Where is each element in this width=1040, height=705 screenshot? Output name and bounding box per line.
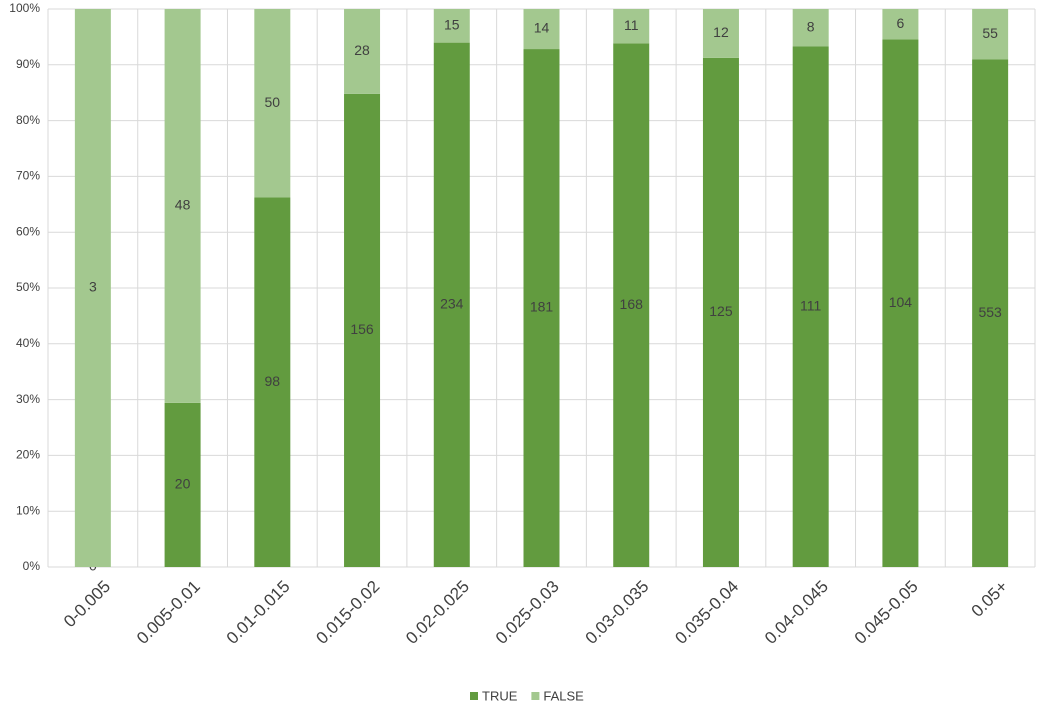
data-label: 48 [175, 197, 191, 213]
bar-segment [882, 39, 919, 568]
bar-segment [972, 9, 1009, 60]
bar-segment [433, 42, 470, 568]
data-label: 111 [800, 297, 821, 313]
data-label: 12 [713, 24, 729, 40]
y-tick-label: 0% [23, 559, 41, 573]
bar-segment [344, 93, 381, 568]
x-tick-label: 0.04-0.045 [761, 577, 832, 648]
x-tick-label: 0.035-0.04 [671, 577, 742, 648]
bar-segment [702, 57, 739, 567]
y-tick-label: 20% [16, 448, 40, 462]
data-label: 156 [350, 321, 374, 337]
data-label: 168 [620, 296, 644, 312]
y-tick-label: 80% [16, 113, 40, 127]
data-label: 28 [354, 42, 370, 58]
x-tick-label: 0.025-0.03 [492, 577, 563, 648]
bar-segment [433, 9, 470, 43]
x-tick-label: 0.01-0.015 [223, 577, 294, 648]
y-tick-label: 40% [16, 336, 40, 350]
bar-segment [882, 9, 919, 40]
bar-segment [164, 402, 201, 567]
bar-segment [254, 197, 291, 567]
legend-swatch [531, 692, 540, 700]
y-tick-label: 90% [16, 57, 40, 71]
data-label: 11 [624, 17, 639, 33]
x-tick-label: 0-0.005 [60, 577, 114, 631]
data-label: 14 [534, 20, 550, 36]
bar-segment [702, 9, 739, 58]
y-tick-label: 100% [9, 1, 40, 15]
legend-label: TRUE [482, 688, 518, 703]
x-tick-label: 0.005-0.01 [133, 577, 204, 648]
data-label: 8 [807, 18, 815, 34]
bar-segment [523, 9, 560, 50]
x-tick-label: 0.05+ [968, 577, 1012, 621]
bar-segment [792, 9, 829, 47]
bar-segment [254, 9, 291, 198]
bar-segment [613, 43, 650, 567]
x-tick-label: 0.045-0.05 [851, 577, 922, 648]
legend-swatch [470, 692, 478, 700]
x-tick-label: 0.02-0.025 [402, 577, 473, 648]
data-label: 50 [265, 94, 281, 110]
y-tick-label: 10% [16, 503, 40, 517]
y-tick-label: 50% [16, 280, 40, 294]
bar-segment [792, 46, 829, 568]
bar-segment [344, 9, 381, 94]
data-label: 3 [89, 279, 97, 295]
data-label: 104 [889, 294, 913, 310]
y-tick-label: 30% [16, 392, 40, 406]
bar-segment [613, 9, 650, 44]
data-label: 181 [530, 299, 554, 315]
x-tick-label: 0.03-0.035 [582, 577, 653, 648]
y-tick-label: 60% [16, 224, 40, 238]
data-label: 6 [897, 15, 905, 31]
data-label: 553 [978, 304, 1002, 320]
bar-segment [164, 9, 201, 403]
data-label: 125 [709, 303, 733, 319]
y-tick-label: 70% [16, 169, 40, 183]
bar-segment [523, 49, 560, 568]
data-label: 15 [444, 17, 460, 33]
bar-segment [74, 9, 111, 567]
data-label: 20 [175, 476, 191, 492]
legend-label: FALSE [543, 688, 584, 703]
data-label: 55 [982, 25, 998, 41]
data-label: 234 [440, 296, 464, 312]
bar-segment [972, 59, 1009, 567]
data-label: 98 [265, 373, 281, 389]
x-tick-label: 0.015-0.02 [312, 577, 383, 648]
